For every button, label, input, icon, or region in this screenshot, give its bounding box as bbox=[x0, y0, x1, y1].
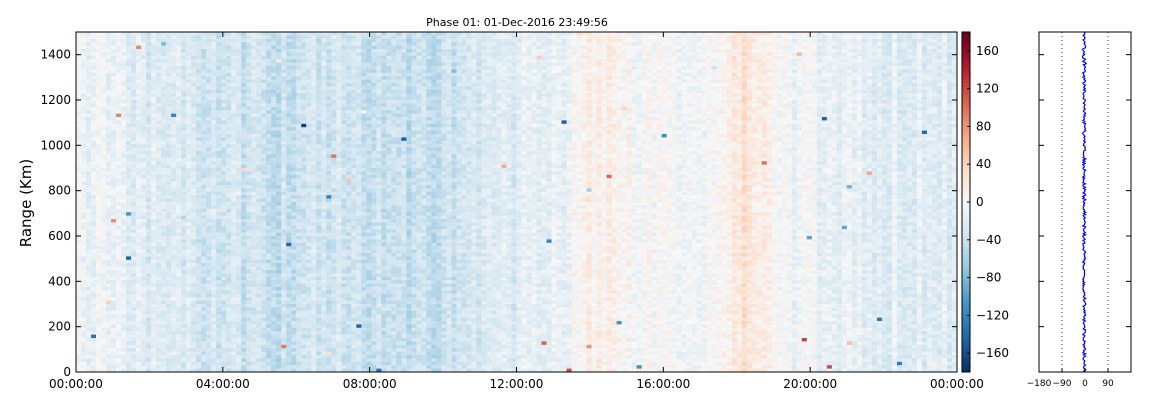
side-series-line bbox=[1081, 31, 1088, 373]
side-x-tick-label: −180 bbox=[1027, 379, 1052, 389]
x-tick-label: 04:00:00 bbox=[196, 377, 250, 391]
y-tick-label: 0 bbox=[63, 365, 71, 379]
colorbar: −160 −120 −80 −40 0 40 80 120 160 bbox=[961, 31, 1009, 373]
side-x-tick-label: −90 bbox=[1053, 379, 1072, 389]
colorbar-tick-label: 40 bbox=[976, 157, 991, 171]
y-tick-label: 1000 bbox=[40, 138, 71, 152]
heatmap-plot: 00:00:00 04:00:00 08:00:00 12:00:00 16:00:00… bbox=[40, 31, 984, 391]
side-phase-panel: −180 −90 0 90 bbox=[1027, 31, 1132, 389]
y-axis-label: Range (Km) bbox=[17, 159, 35, 247]
x-tick-label: 00:00:00 bbox=[930, 377, 984, 391]
x-tick-label: 16:00:00 bbox=[636, 377, 690, 391]
colorbar-tick-label: −160 bbox=[976, 346, 1009, 360]
side-x-tick-label: 0 bbox=[1082, 379, 1088, 389]
colorbar-tick-label: 0 bbox=[976, 195, 984, 209]
y-tick-label: 600 bbox=[48, 229, 71, 243]
colorbar-tick-label: −120 bbox=[976, 308, 1009, 322]
y-tick-label: 800 bbox=[48, 184, 71, 198]
y-tick-label: 1400 bbox=[40, 48, 71, 62]
side-x-tick-label: 90 bbox=[1102, 379, 1114, 389]
colorbar-tick-label: 120 bbox=[976, 82, 999, 96]
colorbar-tick-label: 160 bbox=[976, 44, 999, 58]
x-tick-label: 12:00:00 bbox=[490, 377, 544, 391]
x-tick-label: 00:00:00 bbox=[49, 377, 103, 391]
colorbar-tick-label: −80 bbox=[976, 271, 1001, 285]
x-tick-label: 20:00:00 bbox=[783, 377, 837, 391]
y-tick-label: 400 bbox=[48, 274, 71, 288]
colorbar-tick-label: 80 bbox=[976, 119, 991, 133]
y-tick-label: 1200 bbox=[40, 93, 71, 107]
y-tick-label: 200 bbox=[48, 320, 71, 334]
x-tick-label: 08:00:00 bbox=[343, 377, 397, 391]
colorbar-tick-label: −40 bbox=[976, 233, 1001, 247]
chart-title: Phase 01: 01-Dec-2016 23:49:56 bbox=[426, 16, 608, 29]
